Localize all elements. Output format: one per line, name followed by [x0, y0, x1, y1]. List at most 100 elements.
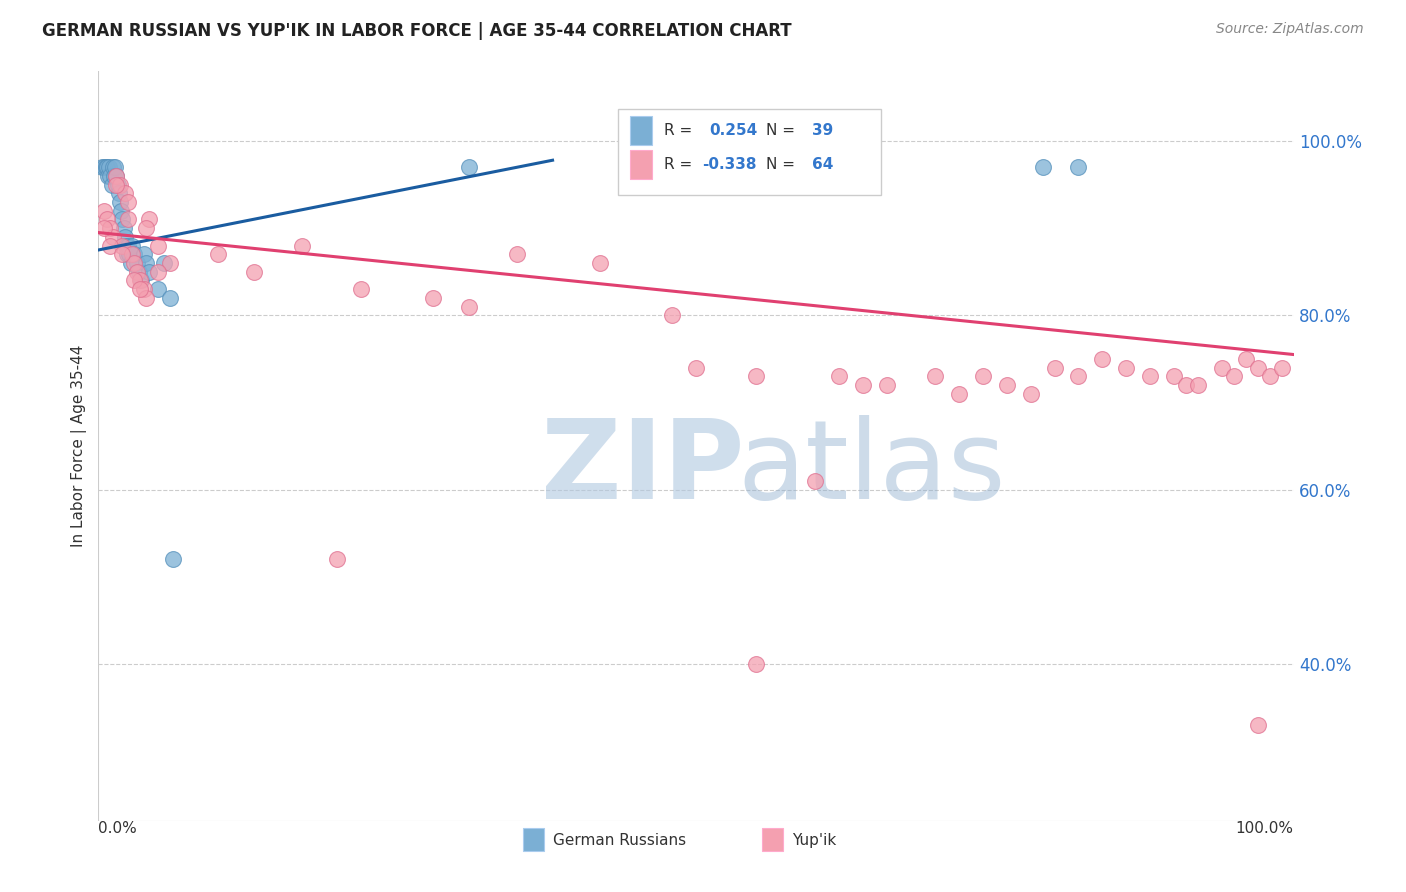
Bar: [630, 116, 652, 145]
Y-axis label: In Labor Force | Age 35-44: In Labor Force | Age 35-44: [72, 345, 87, 547]
Point: [135, 221, 157, 235]
Point: [995, 378, 1018, 392]
Point: [105, 169, 128, 183]
Point: [350, 282, 373, 296]
Point: [1247, 360, 1270, 375]
Point: [117, 212, 139, 227]
Text: 0.254: 0.254: [709, 123, 758, 138]
Text: 64: 64: [811, 157, 834, 172]
Text: R =: R =: [664, 157, 692, 172]
Point: [1032, 160, 1054, 174]
Point: [108, 195, 131, 210]
Point: [589, 256, 612, 270]
Point: [1043, 360, 1066, 375]
Point: [98, 169, 122, 183]
Text: ZIP: ZIP: [541, 415, 744, 522]
Point: [93, 160, 115, 174]
Point: [745, 657, 768, 671]
Point: [129, 282, 152, 296]
Point: [93, 221, 115, 235]
Point: [124, 273, 146, 287]
Point: [96, 212, 118, 227]
Point: [117, 238, 139, 252]
Point: [132, 282, 155, 296]
Point: [924, 369, 946, 384]
Bar: [619, 109, 882, 195]
Point: [111, 238, 134, 252]
Point: [91, 160, 114, 174]
Point: [110, 203, 132, 218]
Point: [148, 282, 170, 296]
Text: N =: N =: [766, 157, 796, 172]
Point: [159, 291, 181, 305]
Point: [1271, 360, 1294, 375]
Point: [1067, 369, 1090, 384]
Point: [125, 256, 148, 270]
Point: [1258, 369, 1281, 384]
Text: 39: 39: [811, 123, 834, 138]
Point: [876, 378, 898, 392]
Point: [1211, 360, 1233, 375]
Point: [103, 169, 125, 183]
Point: [159, 256, 181, 270]
Text: atlas: atlas: [738, 415, 1007, 522]
Text: Source: ZipAtlas.com: Source: ZipAtlas.com: [1216, 22, 1364, 37]
Point: [422, 291, 444, 305]
Point: [94, 160, 117, 174]
Point: [685, 360, 707, 375]
Point: [148, 238, 170, 252]
Point: [1091, 351, 1114, 366]
Text: German Russians: German Russians: [553, 833, 686, 848]
Point: [129, 273, 152, 287]
Bar: [523, 828, 544, 851]
Point: [135, 291, 157, 305]
Point: [98, 160, 121, 174]
Point: [118, 247, 141, 261]
Point: [852, 378, 875, 392]
Point: [1067, 160, 1090, 174]
Bar: [630, 150, 652, 178]
Point: [291, 238, 314, 252]
Point: [105, 169, 128, 183]
Point: [124, 256, 146, 270]
Point: [1163, 369, 1185, 384]
Point: [115, 238, 138, 252]
Point: [326, 552, 349, 566]
Point: [121, 238, 143, 252]
Point: [135, 256, 157, 270]
Point: [117, 195, 139, 210]
Point: [828, 369, 851, 384]
Point: [1139, 369, 1161, 384]
Point: [111, 212, 134, 227]
Point: [112, 221, 135, 235]
Point: [114, 186, 136, 201]
Bar: [762, 828, 783, 851]
Point: [131, 273, 153, 287]
Point: [125, 265, 148, 279]
Text: 0.0%: 0.0%: [98, 821, 138, 836]
Point: [1175, 378, 1198, 392]
Point: [1247, 718, 1270, 732]
Point: [162, 552, 184, 566]
Point: [1234, 351, 1257, 366]
Point: [101, 230, 124, 244]
Point: [104, 160, 127, 174]
Text: N =: N =: [766, 123, 796, 138]
Point: [972, 369, 994, 384]
Point: [100, 178, 122, 192]
Point: [98, 221, 122, 235]
Point: [148, 265, 170, 279]
Point: [107, 186, 129, 201]
Point: [153, 256, 176, 270]
Point: [115, 247, 138, 261]
Point: [108, 178, 131, 192]
Point: [804, 474, 827, 488]
Point: [1223, 369, 1246, 384]
Point: [93, 203, 115, 218]
Point: [107, 178, 129, 192]
Point: [138, 265, 160, 279]
Point: [243, 265, 266, 279]
Point: [1019, 386, 1042, 401]
Point: [138, 212, 160, 227]
Point: [458, 160, 481, 174]
